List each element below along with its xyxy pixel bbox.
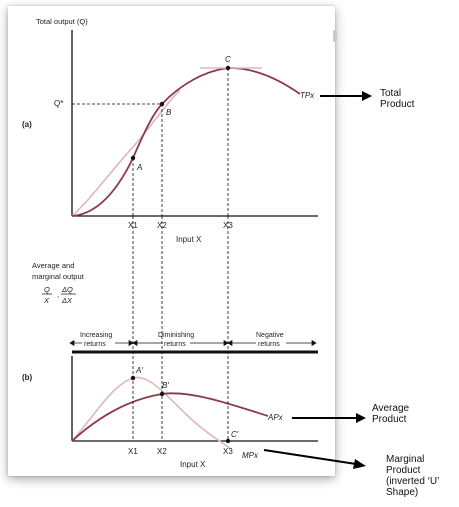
page-edge-mark — [333, 30, 337, 42]
point-c — [225, 65, 231, 71]
point-a-prime-label: A′ — [135, 366, 143, 375]
tick-x3-a: X3 — [223, 221, 233, 230]
region-negative-2: returns — [258, 341, 280, 348]
marginal-product-4: Shape) — [386, 487, 418, 498]
average-product-2: Product — [372, 414, 407, 425]
point-b-label: B — [166, 108, 172, 117]
fraction-x: X — [43, 296, 50, 305]
tick-x1-a: X1 — [128, 221, 138, 230]
tick-x3-b: X3 — [223, 447, 233, 456]
marginal-product-1: Marginal — [386, 454, 424, 465]
q-star-label: Q* — [54, 99, 63, 108]
ap-curve — [71, 392, 269, 442]
fraction-q: Q — [44, 285, 50, 294]
tick-x2-b: X2 — [157, 447, 167, 456]
mp-curve — [71, 376, 231, 449]
fraction-sep: , — [57, 290, 59, 299]
mp-arrow-line — [263, 449, 357, 465]
tick-x2-a: X2 — [157, 221, 167, 230]
point-a-label: A — [136, 163, 142, 172]
total-product-1: Total — [380, 88, 401, 99]
point-a-prime — [130, 375, 136, 381]
fraction-dx: ΔX — [61, 296, 73, 305]
region-diminishing-2: returns — [164, 341, 186, 348]
mp-label: MPx — [242, 451, 259, 460]
panel-b-y-label-1: Average and — [32, 261, 74, 270]
mp-arrow-head — [353, 459, 366, 469]
point-a — [130, 155, 136, 161]
average-product-1: Average — [372, 403, 410, 414]
region-arrows — [69, 339, 317, 347]
point-b-prime-label: B′ — [162, 381, 169, 390]
region-increasing-2: returns — [84, 341, 106, 348]
fraction-dq: ΔQ — [61, 285, 73, 294]
tick-x1-b: X1 — [128, 447, 138, 456]
panel-b-x-axis-label: Input X — [180, 460, 206, 469]
ap-arrow-head — [356, 413, 366, 423]
marginal-product-2: Product — [386, 465, 421, 476]
panel-b-y-label-2: marginal output — [32, 272, 85, 281]
tp-curve — [71, 67, 301, 217]
region-negative-1: Negative — [256, 332, 284, 339]
panel-a-label: (a) — [22, 120, 32, 129]
textbook-page — [8, 6, 335, 476]
panel-a-light-curve — [71, 89, 181, 217]
total-product-2: Product — [380, 99, 415, 110]
point-b — [159, 101, 165, 107]
region-diminishing-1: Diminishing — [158, 332, 194, 339]
ap-label: APx — [267, 413, 284, 422]
tp-label: TPx — [300, 91, 315, 100]
panel-b-label: (b) — [22, 373, 33, 382]
point-c-label: C — [225, 55, 231, 64]
panel-a-y-axis-label: Total output (Q) — [36, 17, 88, 26]
panel-a-x-axis-label: Input X — [176, 235, 202, 244]
point-b-prime — [159, 391, 165, 397]
tp-arrow-head — [362, 91, 372, 101]
point-c-prime-label: C′ — [231, 430, 239, 439]
marginal-product-3: (inverted ‘U’ — [386, 476, 439, 487]
point-c-prime — [225, 438, 231, 444]
region-increasing-1: Increasing — [80, 332, 112, 339]
